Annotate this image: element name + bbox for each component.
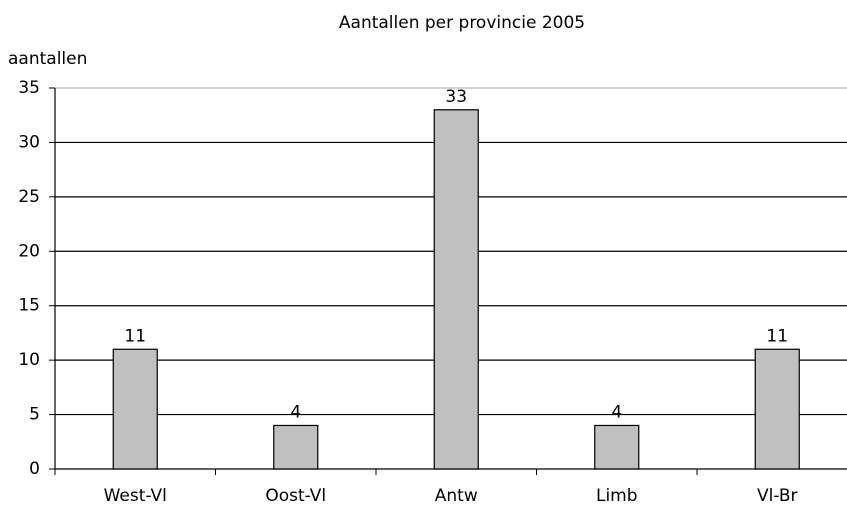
chart-title: Aantallen per provincie 2005 [339,13,585,33]
bar [754,348,800,470]
x-tick-label: Oost-Vl [265,486,326,506]
data-label: 4 [611,402,622,422]
x-tick-label: Antw [435,486,478,506]
y-tick-label: 10 [18,350,40,370]
x-tick-label: Limb [596,486,638,506]
data-label: 33 [445,87,467,107]
y-axis-label: aantallen [8,49,87,69]
data-label: 4 [290,402,301,422]
bar [112,348,158,470]
data-label: 11 [124,326,146,346]
bar [433,109,479,470]
x-tick-label: West-Vl [104,486,167,506]
y-tick-label: 0 [29,459,40,479]
bar [594,424,640,470]
x-tick-label: Vl-Br [757,486,798,506]
bar [273,424,319,470]
y-tick-label: 5 [29,405,40,425]
y-tick-label: 30 [18,132,40,152]
data-label: 11 [766,326,788,346]
y-tick-label: 25 [18,187,40,207]
y-tick-label: 15 [18,296,40,316]
y-tick-label: 20 [18,241,40,261]
y-tick-label: 35 [18,78,40,98]
